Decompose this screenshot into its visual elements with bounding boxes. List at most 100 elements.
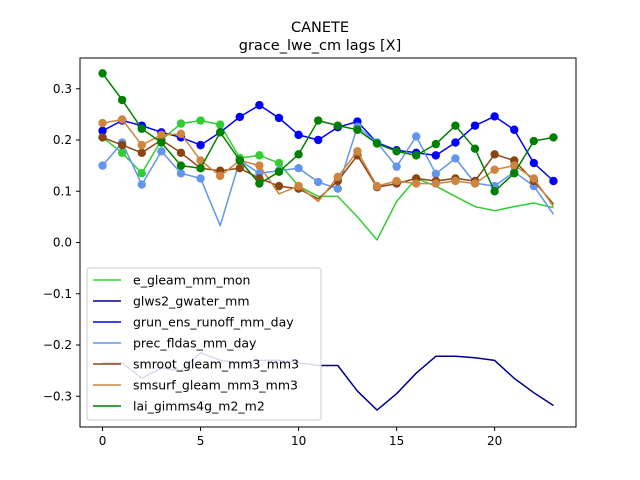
- data-point: [353, 147, 362, 156]
- data-point: [372, 139, 382, 148]
- legend-label: e_gleam_mm_mon: [133, 273, 250, 288]
- data-point: [372, 181, 382, 191]
- data-point: [215, 128, 225, 137]
- data-point: [529, 158, 539, 168]
- data-point: [176, 148, 186, 158]
- data-point: [490, 150, 499, 159]
- data-point: [274, 167, 284, 176]
- y-tick-label: −0.3: [43, 389, 72, 403]
- data-point: [549, 133, 558, 142]
- data-point: [137, 124, 146, 133]
- data-point: [294, 150, 303, 159]
- data-point: [196, 163, 205, 173]
- data-point: [98, 118, 107, 128]
- data-point: [431, 169, 441, 179]
- data-point: [333, 121, 343, 130]
- data-point: [294, 181, 303, 191]
- data-point: [98, 126, 107, 135]
- data-point: [451, 154, 460, 163]
- y-tick-label: 0.3: [53, 82, 72, 96]
- data-point: [157, 130, 166, 140]
- data-point: [451, 121, 460, 130]
- data-point: [98, 161, 107, 170]
- plot-area: 0 5 10 15 20 −0.3 −0.2 −0.1 0.0 0.1 0.2 0.3: [43, 57, 577, 448]
- data-point: [215, 171, 225, 181]
- data-point: [451, 138, 460, 147]
- data-point: [98, 133, 107, 142]
- y-tick-label: −0.2: [43, 338, 72, 352]
- data-point: [510, 169, 519, 178]
- data-point: [215, 120, 225, 129]
- data-point: [274, 113, 284, 123]
- data-point: [470, 121, 480, 130]
- data-point: [176, 129, 186, 139]
- chart-subtitle: grace_lwe_cm lags [X]: [239, 38, 402, 54]
- data-point: [117, 115, 127, 124]
- legend-label: grun_ens_runoff_mm_day: [133, 315, 294, 330]
- data-point: [529, 174, 539, 183]
- x-tick-label: 5: [197, 434, 205, 448]
- data-point: [510, 161, 519, 170]
- data-point: [196, 174, 205, 183]
- data-point: [196, 116, 205, 125]
- legend-label: smsurf_gleam_mm3_mm3: [133, 378, 298, 393]
- x-tick-label: 20: [487, 434, 502, 448]
- data-point: [431, 179, 441, 188]
- chart-title: CANETE: [291, 20, 349, 36]
- data-point: [98, 69, 107, 78]
- data-point: [431, 151, 441, 160]
- data-point: [235, 163, 244, 173]
- data-point: [510, 125, 519, 134]
- data-point: [490, 165, 499, 174]
- legend-label: glws2_gwater_mm: [133, 294, 250, 309]
- legend-box: [86, 267, 322, 421]
- data-point: [313, 135, 323, 145]
- data-point: [235, 156, 244, 165]
- data-point: [470, 179, 480, 188]
- data-point: [255, 100, 264, 110]
- data-point: [470, 144, 480, 153]
- data-point: [313, 116, 323, 125]
- data-point: [333, 172, 343, 182]
- legend-label: smroot_gleam_mm3_mm3: [133, 357, 299, 372]
- data-point: [255, 151, 264, 160]
- data-point: [176, 161, 186, 170]
- data-point: [294, 130, 303, 140]
- data-point: [490, 112, 499, 121]
- data-point: [137, 148, 146, 158]
- data-point: [549, 176, 558, 186]
- x-tick-label: 0: [99, 434, 107, 448]
- data-point: [196, 156, 205, 165]
- data-point: [255, 161, 264, 170]
- series-smroot_gleam_mm3_mm3: [98, 133, 555, 205]
- y-tick-label: 0.0: [53, 236, 72, 250]
- data-point: [392, 147, 401, 156]
- data-point: [176, 119, 186, 128]
- data-point: [274, 158, 284, 168]
- series-line: [101, 72, 554, 193]
- series-smsurf_gleam_mm3_mm3: [98, 115, 555, 208]
- data-point: [412, 132, 421, 141]
- data-point: [196, 140, 205, 150]
- data-point: [294, 163, 303, 173]
- data-point: [117, 140, 127, 150]
- data-point: [255, 179, 264, 188]
- data-point: [451, 176, 460, 186]
- data-point: [137, 180, 146, 189]
- data-point: [392, 162, 401, 171]
- data-point: [529, 136, 539, 146]
- data-point: [353, 125, 362, 134]
- data-point: [431, 139, 441, 149]
- y-tick-label: 0.2: [53, 133, 72, 147]
- legend: e_gleam_mm_mon glws2_gwater_mm grun_ens_ru…: [86, 267, 322, 421]
- data-point: [176, 169, 186, 178]
- series-prec_fldas_mm_day: [98, 122, 555, 227]
- x-tick-label: 10: [291, 434, 306, 448]
- data-point: [313, 177, 323, 187]
- legend-label: lai_gimms4g_m2_m2: [133, 399, 265, 414]
- series-lai_gimms4g_m2_m2: [98, 69, 558, 196]
- data-point: [392, 176, 401, 186]
- x-tick-label: 15: [389, 434, 404, 448]
- y-tick-label: −0.1: [43, 287, 72, 301]
